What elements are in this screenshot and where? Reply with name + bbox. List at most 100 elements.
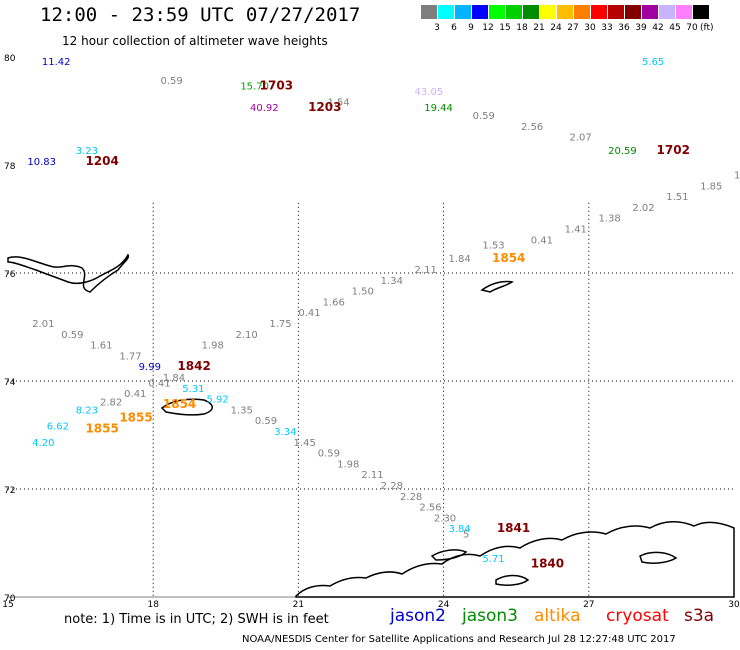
wave-height-value: 5.71 [482,554,504,565]
wave-height-value: 1.84 [448,254,470,265]
coastline [160,398,213,416]
map-title: 12:00 - 23:59 UTC 07/27/2017 [40,4,361,26]
wave-height-value: 0.41 [298,308,320,319]
scale-swatch [421,5,437,19]
coastline [7,253,130,293]
wave-height-value: 40.92 [250,103,279,114]
scale-label: 27 [567,23,579,33]
footer-note: note: 1) Time is in UTC; 2) SWH is in fe… [64,612,329,627]
credit-line: NOAA/NESDIS Center for Satellite Applica… [242,634,676,645]
wave-height-value: 1.75 [269,319,291,330]
y-tick-label: 70 [4,594,16,604]
wave-height-value: 2.56 [521,122,543,133]
wave-height-value: 2.30 [434,513,456,524]
wave-height-value: 5.92 [206,395,228,406]
scale-label: 36 [618,23,630,33]
wave-height-value: 1.98 [202,341,224,352]
track-time-label: 1840 [531,556,564,570]
wave-height-value: 0.41 [124,389,146,400]
x-tick-label: 15 [2,600,13,610]
wave-height-value: 1.98 [337,459,359,470]
scale-swatch [523,5,539,19]
wave-height-value: 0.59 [160,76,182,87]
wave-height-value: 2.07 [569,133,591,144]
track-time-label: 1702 [657,143,690,157]
wave-height-value: 2.02 [632,203,654,214]
wave-height-value: 19.44 [424,103,453,114]
coastline [430,549,468,561]
y-tick-label: 74 [4,378,16,388]
scale-label: 9 [468,23,474,33]
wave-height-value: 15.70 [240,81,269,92]
scale-label: 6 [451,23,457,33]
wave-height-value: 1.53 [482,241,504,252]
satellite-s3a: s3a [684,606,715,626]
wave-height-value: 10.83 [27,157,56,168]
track-time-label: 1203 [308,100,341,114]
scale-swatch [472,5,488,19]
x-tick-label: 21 [293,600,304,610]
satellite-altika: altika [534,606,581,626]
scale-label: 18 [516,23,528,33]
track-time-label: 1703 [260,78,293,92]
scale-label: 45 [669,23,681,33]
track-time-label: 1854 [492,251,525,265]
scale-swatch [489,5,505,19]
scale-label: 30 [584,23,596,33]
wave-height-value: 1 [734,171,740,182]
scale-label: 12 [482,23,494,33]
wave-height-value: 1.41 [565,225,587,236]
map-subtitle: 12 hour collection of altimeter wave hei… [62,34,328,48]
y-tick-label: 72 [4,486,15,496]
wave-height-value: 5.65 [642,57,664,68]
wave-height-value: 0.41 [148,378,170,389]
wave-height-value: 2.01 [32,319,54,330]
wave-height-value: 4.20 [32,438,54,449]
wave-height-value: 1.45 [294,438,316,449]
scale-swatch [625,5,641,19]
x-tick-label: 30 [728,600,740,610]
wave-height-value: 20.59 [608,146,637,157]
wave-height-value: 1.51 [666,192,688,203]
scale-swatch [642,5,658,19]
wave-height-value: 1.85 [700,181,722,192]
wave-height-value: 1.34 [381,276,403,287]
track-time-label: 1842 [177,359,210,373]
coastline [480,280,514,293]
wave-height-value: 1.50 [352,287,374,298]
track-time-label: 1855 [119,411,152,425]
wave-height-value: 1.38 [598,214,620,225]
wave-height-value: 6.62 [47,422,69,433]
wave-height-value: 9.99 [139,362,161,373]
wave-height-value: 1.66 [323,297,345,308]
x-tick-label: 24 [438,600,450,610]
scale-swatch [557,5,573,19]
scale-label: 33 [601,23,613,33]
coastline [639,551,678,564]
satellite-jason2: jason2 [390,606,446,626]
y-tick-label: 76 [4,270,16,280]
scale-swatch [693,5,709,19]
x-tick-label: 18 [147,600,159,610]
wave-height-value: 0.41 [531,235,553,246]
wave-height-value: 0.59 [473,111,495,122]
x-tick-label: 27 [583,600,594,610]
track-time-label: 1854 [163,397,196,411]
coastline [495,574,530,586]
y-tick-label: 78 [4,162,16,172]
scale-swatch [506,5,522,19]
wave-height-value: 2.28 [400,492,422,503]
satellite-jason3: jason3 [462,606,518,626]
wave-height-value: 1.84 [163,373,185,384]
scale-label: 21 [533,23,545,33]
wave-height-value: 5 [463,530,469,541]
wave-height-value: 43.05 [415,87,444,98]
scale-label: 15 [499,23,511,33]
y-tick-label: 80 [4,54,16,64]
wave-height-value: 2.11 [415,265,437,276]
track-time-label: 1841 [497,521,530,535]
wave-height-value: 0.59 [318,449,340,460]
scale-label: 39 [635,23,647,33]
wave-height-value: 1.61 [90,341,112,352]
